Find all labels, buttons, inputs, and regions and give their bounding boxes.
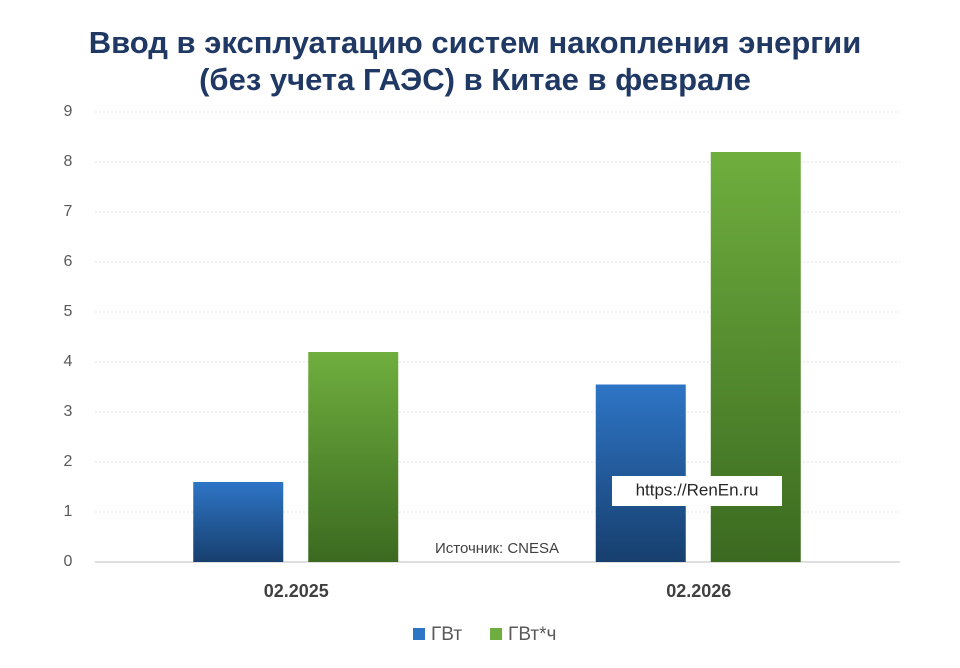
bar [595,384,686,562]
y-tick-label: 6 [64,253,73,270]
x-tick-label: 02.2025 [264,581,329,601]
watermark: https://RenEn.ru [636,480,759,499]
y-tick-label: 4 [64,353,73,370]
legend-swatch [490,628,503,640]
y-tick-label: 0 [64,553,73,570]
y-tick-label: 5 [64,303,73,320]
legend-label: ГВт [431,624,462,645]
y-tick-label: 3 [64,403,73,420]
y-tick-label: 8 [64,153,73,170]
y-tick-label: 7 [64,203,73,220]
legend-label: ГВт*ч [508,624,556,645]
legend-swatch [413,628,425,640]
bar [308,352,399,562]
chart-title: (без учета ГАЭС) в Китае в феврале [199,62,751,97]
source-note: Источник: CNESA [435,540,559,557]
y-tick-label: 9 [64,103,73,120]
x-tick-label: 02.2026 [666,581,731,601]
chart-title: Ввод в эксплуатацию систем накопления эн… [89,25,862,60]
y-tick-label: 1 [64,503,73,520]
bar [193,482,284,562]
watermark-box [612,476,782,506]
y-tick-label: 2 [64,453,73,470]
